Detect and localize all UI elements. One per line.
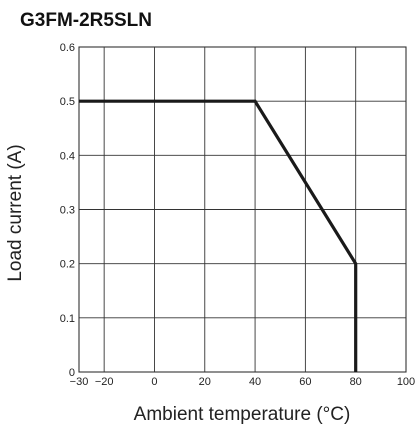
- x-tick-label: 60: [299, 376, 311, 388]
- derating-curve: [79, 99, 358, 372]
- x-tick-label: −30: [70, 376, 89, 388]
- y-tick-label: 0.3: [60, 205, 75, 217]
- y-axis-label: Load current (A): [5, 144, 26, 281]
- x-tick-label: 100: [397, 376, 415, 388]
- y-tick-label: 0.6: [60, 42, 75, 54]
- y-tick-label: 0.1: [60, 313, 75, 325]
- y-tick-label: 0.2: [60, 259, 75, 271]
- y-tick-label: 0: [69, 367, 75, 379]
- x-axis-label: Ambient temperature (°C): [134, 404, 351, 425]
- x-tick-label: 80: [350, 376, 362, 388]
- x-tick-label: 40: [249, 376, 261, 388]
- chart-title: G3FM-2R5SLN: [20, 10, 152, 31]
- tick-labels: −30 −20 0 20 40 60 80 100 0 0.1 0.2 0.3 0.4 0.5 0.6: [60, 42, 415, 388]
- x-tick-label: 0: [151, 376, 157, 388]
- plot-frame: [78, 46, 407, 373]
- series-layer: [79, 99, 358, 372]
- y-tick-label: 0.4: [60, 150, 75, 162]
- x-tick-label: 20: [199, 376, 211, 388]
- y-tick-label: 0.5: [60, 96, 75, 108]
- x-tick-label: −20: [95, 376, 114, 388]
